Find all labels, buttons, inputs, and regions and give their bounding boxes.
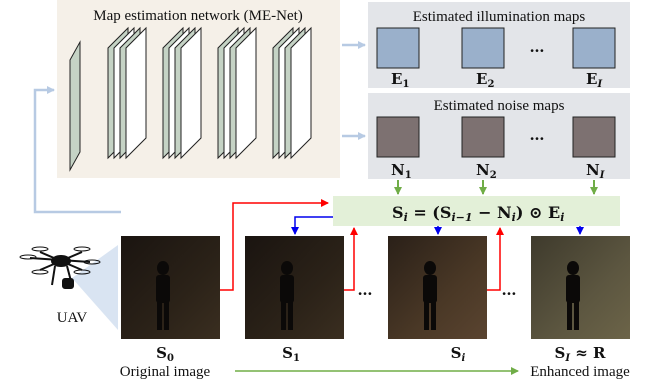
drone-icon — [19, 246, 101, 289]
label-si: Si — [451, 344, 466, 364]
arrow-s0-to-formula — [220, 199, 329, 291]
illumination-map-1 — [376, 27, 420, 69]
image-si — [388, 236, 487, 339]
arrow-si-to-formula — [487, 227, 504, 291]
network-layer-group-1 — [107, 26, 147, 160]
uav-drone: UAV — [19, 245, 118, 330]
image-sI — [531, 236, 630, 339]
me-net-title: Map estimation network (ME-Net) — [93, 8, 303, 24]
arrow-input-to-me-net — [33, 86, 121, 214]
camera-view-cone — [72, 245, 118, 330]
caption-enhanced: Enhanced image — [530, 364, 630, 380]
image-s1 — [245, 236, 344, 339]
noise-map-I — [572, 116, 616, 158]
noise-ellipsis: … — [530, 126, 545, 144]
network-layer-group-3 — [217, 26, 257, 160]
update-formula: Si = (Si−1 − Ni) ⊙ Ei — [392, 203, 564, 224]
illumination-map-I — [572, 27, 616, 69]
noise-panel: Estimated noise maps … N1 N2 NI — [368, 93, 630, 181]
illumination-label-I: EI — [586, 70, 602, 90]
noise-title: Estimated noise maps — [434, 98, 565, 114]
person-silhouettes — [156, 261, 580, 330]
arrow-s1-to-formula — [344, 227, 358, 291]
formula-box: Si = (Si−1 − Ni) ⊙ Ei — [333, 196, 620, 226]
me-net-panel: Map estimation network (ME-Net) — [57, 0, 340, 178]
image-sequence — [121, 236, 630, 339]
noise-map-1 — [376, 116, 420, 158]
network-layer-group-4 — [272, 26, 312, 160]
arrow-formula-to-s1 — [291, 216, 333, 235]
uav-label: UAV — [57, 310, 88, 326]
label-s0: S0 — [156, 344, 174, 364]
noise-label-1: N1 — [391, 161, 412, 181]
noise-label-2: N2 — [476, 161, 497, 181]
illumination-label-2: E2 — [476, 70, 494, 90]
network-layer-group-2 — [162, 26, 202, 160]
label-s1: S1 — [282, 344, 300, 364]
illumination-map-2 — [461, 27, 505, 69]
image-s0 — [121, 236, 220, 339]
caption-original: Original image — [120, 364, 211, 380]
network-layer-input — [69, 40, 81, 172]
noise-label-I: NI — [586, 161, 605, 181]
illumination-panel: Estimated illumination maps … E1 E2 EI — [368, 2, 630, 90]
label-sI: SI ≈ R — [554, 344, 606, 364]
noise-map-2 — [461, 116, 505, 158]
sequence-ellipsis-1: … — [358, 281, 373, 299]
illumination-ellipsis: … — [530, 38, 545, 56]
sequence-ellipsis-2: … — [502, 281, 517, 299]
formula-background — [333, 196, 620, 226]
illumination-label-1: E1 — [391, 70, 409, 90]
illumination-title: Estimated illumination maps — [413, 9, 586, 25]
